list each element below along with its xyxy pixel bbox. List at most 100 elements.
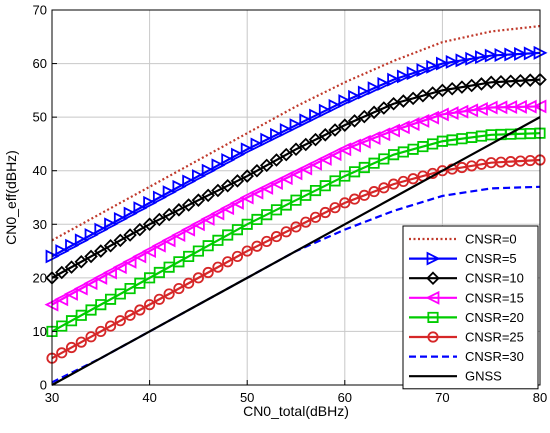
point-marker-diamond [259,158,274,173]
point-marker-circle [280,226,292,238]
point-marker-square [417,141,429,153]
point-marker-square [339,170,351,182]
point-marker-triangle-right [504,47,519,62]
point-marker-triangle-left [73,281,88,296]
point-marker-circle [427,331,439,343]
point-marker-triangle-right [299,113,314,128]
point-marker-square [348,166,361,178]
point-marker-triangle-right [348,89,363,104]
point-marker-triangle-right [455,53,470,68]
point-marker-triangle-right [523,46,538,61]
legend-label: CNSR=25 [465,330,524,345]
point-marker-square [241,218,253,230]
point-marker-circle [163,288,175,300]
point-marker-circle [241,245,253,257]
point-marker-diamond [162,207,176,222]
legend-item: CNSR=25 [409,330,524,345]
point-marker-circle [85,331,97,343]
point-marker-triangle-left [425,290,440,305]
point-marker-triangle-left [151,238,166,253]
legend: CNSR=0 CNSR=5 CNSR=10 CNSR=15 CNSR=20 CNSR=25… [402,225,539,390]
point-marker-square [46,325,58,338]
point-marker-triangle-left [308,156,322,171]
point-marker-square [270,204,283,216]
point-marker-diamond [181,198,196,212]
point-marker-triangle-right [65,238,80,253]
legend-label: CNSR=0 [465,232,517,247]
x-tick-label: 80 [533,390,547,405]
point-marker-square [95,299,107,311]
point-marker-diamond [347,114,362,128]
point-marker-diamond [269,153,284,167]
point-marker-circle [368,186,380,198]
point-marker-square [124,282,136,295]
point-marker-circle [378,182,390,194]
point-marker-triangle-right [84,228,99,242]
point-marker-diamond [503,74,518,89]
point-marker-triangle-left [161,233,176,248]
point-marker-diamond [396,94,411,108]
point-marker-diamond [494,75,508,89]
point-marker-square [378,153,390,165]
series-line [51,116,541,386]
point-marker-triangle-right [367,81,382,96]
point-marker-square [251,213,263,226]
point-marker-triangle-left [259,180,274,195]
point-marker-square [163,261,175,273]
point-marker-triangle-right [396,69,411,84]
point-marker-diamond [406,91,420,106]
point-marker-triangle-left [288,166,303,181]
point-marker-diamond [142,217,157,232]
point-marker-diamond [191,193,206,207]
point-marker-diamond [54,265,69,280]
point-marker-square [466,131,478,143]
point-marker-square [456,133,468,145]
point-marker-square [75,309,87,321]
point-marker-circle [231,250,244,263]
point-marker-square [397,146,409,158]
point-marker-triangle-left [415,113,430,128]
point-marker-square [261,209,273,221]
point-marker-circle [309,211,322,223]
point-marker-triangle-right [377,76,392,91]
point-marker-diamond [367,105,381,120]
x-tick-label: 40 [142,390,156,405]
point-marker-triangle-right [250,137,265,152]
point-marker-square [329,175,341,187]
legend-label: CNSR=15 [465,290,524,305]
point-marker-triangle-left [327,147,342,162]
point-marker-triangle-left [54,292,69,307]
point-marker-diamond [416,88,430,103]
point-marker-diamond [152,212,167,227]
point-marker-square [85,304,97,316]
point-marker-diamond [220,178,235,193]
series-CNSR=0 [51,24,541,242]
legend-item: CNSR=10 [409,271,524,286]
point-marker-triangle-right [211,158,226,173]
point-marker-triangle-left [181,222,196,237]
point-marker-triangle-left [132,249,147,264]
point-marker-triangle-right [435,56,450,71]
point-marker-triangle-right [133,201,148,216]
point-marker-diamond [513,73,528,88]
point-marker-circle [134,304,146,316]
series-CNSR=10 [45,72,547,285]
point-marker-triangle-right [113,211,128,226]
point-marker-triangle-right [55,244,70,259]
x-axis-label: CN0_total(dBHz) [243,403,349,419]
point-marker-square [427,311,439,323]
series-CNSR=20 [46,127,546,338]
point-marker-square [427,138,439,150]
point-marker-triangle-right [279,123,294,137]
point-marker-circle [124,309,136,321]
point-marker-triangle-left [366,131,381,145]
point-marker-triangle-right [465,51,480,66]
point-marker-triangle-right [221,153,236,167]
series-GNSS [51,116,541,386]
point-marker-circle [212,261,224,273]
point-marker-circle [358,189,370,201]
point-marker-square [446,134,458,146]
series-line [51,158,541,360]
point-marker-circle [261,235,273,248]
